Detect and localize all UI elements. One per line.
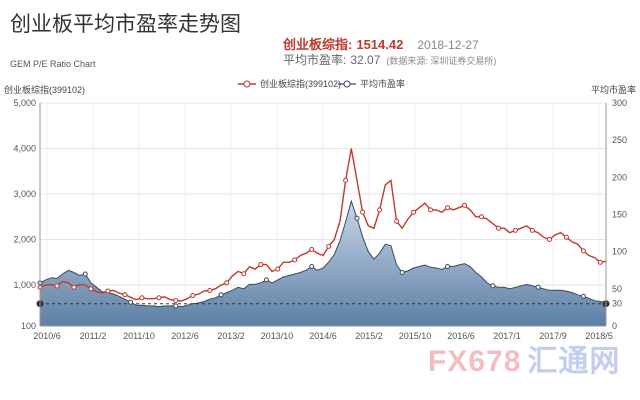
index-point [309,247,315,252]
index-point [275,266,281,272]
index-point [88,286,94,292]
pe-point [309,264,315,269]
index-line [39,148,607,302]
pe-point [218,292,224,298]
index-point [139,295,145,301]
pe-point [535,284,541,290]
y-right-tick-label: 0 [612,321,617,331]
pe-point [82,271,88,277]
index-point [529,227,535,233]
y-right-tick-label: 200 [612,172,627,182]
index-point [343,177,349,183]
index-point [105,288,111,294]
pe-area-layer [40,201,606,326]
pe-point [445,264,450,269]
y-left-tick-label: 2,000 [13,235,36,245]
pe-area [40,201,606,326]
y-right-tick-label: 30 [612,299,622,309]
pe-value: 32.07 [350,53,381,67]
index-point [156,295,162,301]
index-point [512,227,518,233]
pe-point [354,215,360,221]
y-right-tick-label: 100 [612,247,627,257]
index-point [207,288,213,293]
y-right-tick-label: 50 [612,284,622,294]
y-right-tick-label: 300 [612,98,627,108]
index-value: 1514.42 [356,37,404,52]
x-tick-label: 2018/5 [585,331,613,341]
index-point [377,207,383,213]
legend-pe-label: 平均市盈率 [360,78,405,89]
legend-pe-marker [343,80,351,88]
index-point [241,271,247,277]
pe-point [490,283,496,289]
index-point [445,205,450,211]
index-point [360,209,366,215]
index-point [326,243,332,249]
y-left-axis-label: 创业板综指(399102) [4,84,85,95]
x-tick-label: 2015/10 [399,331,432,341]
index-point [411,209,417,215]
x-tick-label: 2015/2 [355,331,383,341]
data-date: 2018-12-27 [417,38,479,52]
x-tick-label: 2012/6 [171,331,199,341]
index-point [496,225,501,231]
x-tick-label: 2011/2 [80,331,107,341]
y-left-tick-label: 100 [21,321,36,331]
legend: 创业板综指(399102) 平均市盈率 [238,78,405,89]
pe-point [580,293,586,299]
y-left-tick-label: 1,000 [13,280,36,290]
y-left-tick-label: 5,000 [13,98,36,108]
index-point [258,262,264,268]
index-point [224,280,230,286]
index-point [292,257,298,263]
index-point [563,234,569,240]
index-label: 创业板综指: [283,37,353,52]
x-tick-label: 2013/10 [261,331,294,341]
x-tick-label: 2010/6 [33,331,61,341]
y-right-tick-label: 150 [612,210,627,220]
x-tick-label: 2017/9 [539,331,567,341]
index-point [428,207,433,213]
series-line-layer [39,148,607,308]
axes: 100 1,000 2,000 3,000 4,000 5,000 0 30 50 100 150 2… [4,84,636,341]
legend-index-marker [243,80,251,88]
index-point [173,298,179,303]
y-left-tick-label: 4,000 [13,144,36,154]
index-point [190,293,196,298]
y-right-tick-label: 250 [612,135,627,145]
index-point [54,283,60,289]
legend-index-label: 创业板综指(399102) [260,78,341,89]
pe-summary: 平均市盈率: 32.07 (数据来源: 深圳证券交易所) [283,51,496,68]
watermark-left: FX678 [428,345,522,378]
index-point [597,259,603,265]
watermark-logo: FX678 汇通网 [428,336,620,380]
y-right-axis-label: 平均市盈率 [591,84,636,95]
pe-line [39,199,607,308]
y-left-tick-label: 3,000 [13,189,36,199]
index-point [71,284,77,290]
x-tick-label: 2017/1 [493,331,521,341]
index-point [546,237,552,242]
pe-point [173,303,179,309]
data-source: (数据来源: 深圳证券交易所) [386,56,497,66]
chart-subtitle: GEM P/E Ratio Chart [10,59,96,69]
pe-point [399,270,405,275]
index-point [394,218,400,224]
chart-title: 创业板平均市盈率走势图 [10,13,241,36]
index-point [122,292,128,298]
pe-point [263,277,269,283]
pe-label: 平均市盈率: [283,53,347,67]
x-tick-label: 2014/6 [309,331,337,341]
watermark-right: 汇通网 [527,345,621,378]
x-tick-label: 2016/6 [447,331,475,341]
index-point [580,248,586,254]
pe-point [128,299,134,305]
index-summary: 创业板综指: 1514.42 2018-12-27 [283,34,479,53]
index-point [479,214,484,220]
index-point [462,202,467,208]
x-tick-label: 2013/2 [217,331,245,341]
x-tick-label: 2011/10 [123,331,155,341]
